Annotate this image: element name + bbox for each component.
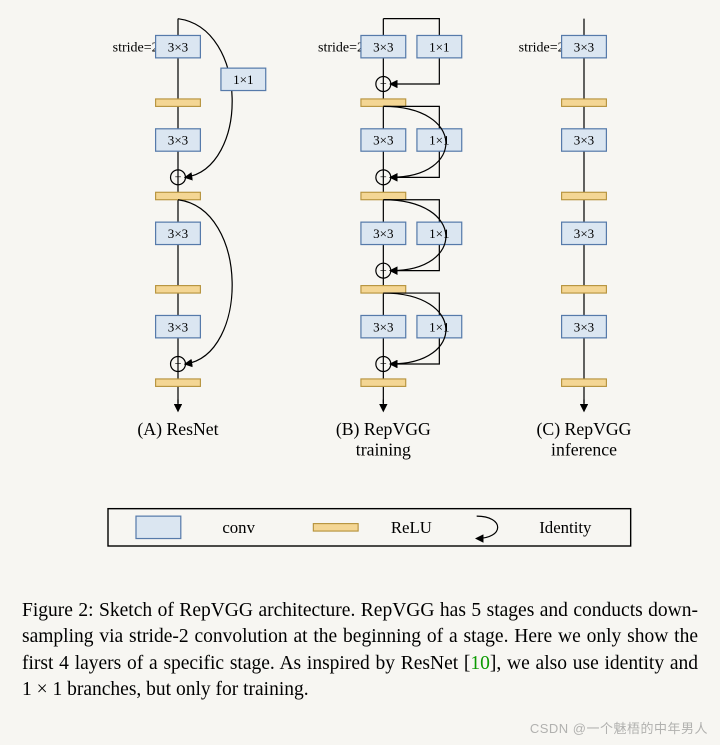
legend-conv-icon (136, 516, 181, 538)
conv-3x3-label: 3×3 (373, 319, 394, 334)
relu (156, 192, 201, 199)
watermark: CSDN @一个魅梧的中年男人 (530, 718, 708, 737)
conv-1x1-label: 1×1 (429, 226, 449, 241)
column-title: (A) ResNet (137, 419, 218, 439)
add-node-plus: + (380, 77, 387, 91)
page: stride=2 3×3 3×3 +3×3 3×3 +1×1 (A) ResNet strid… (0, 0, 720, 745)
relu (361, 99, 406, 106)
relu (156, 99, 201, 106)
conv-3x3-label: 3×3 (168, 319, 189, 334)
legend-conv-label: conv (222, 518, 255, 537)
column-title: training (356, 439, 411, 459)
stride-label: stride=2 (318, 40, 364, 55)
relu (361, 286, 406, 293)
column-title: (B) RepVGG (336, 419, 431, 439)
add-node-plus: + (175, 170, 182, 184)
relu (562, 286, 607, 293)
conv-3x3-label: 3×3 (373, 226, 394, 241)
add-node-plus: + (175, 357, 182, 371)
conv-3x3-label: 3×3 (373, 39, 394, 54)
legend-relu-icon (313, 524, 358, 531)
conv-3x3-label: 3×3 (168, 226, 189, 241)
conv-3x3-label: 3×3 (574, 133, 595, 148)
relu (562, 99, 607, 106)
relu (361, 192, 406, 199)
relu (156, 286, 201, 293)
relu (156, 379, 201, 386)
legend-relu-label: ReLU (391, 518, 432, 537)
add-node-plus: + (380, 170, 387, 184)
legend-identity-label: Identity (539, 518, 592, 537)
conv-3x3-label: 3×3 (168, 39, 189, 54)
architecture-diagram: stride=2 3×3 3×3 +3×3 3×3 +1×1 (A) ResNet strid… (0, 0, 720, 560)
column-title: inference (551, 439, 617, 459)
relu (562, 379, 607, 386)
column-title: (C) RepVGG (537, 419, 632, 439)
conv-3x3-label: 3×3 (574, 39, 595, 54)
conv-1x1-label: 1×1 (429, 133, 449, 148)
conv-1x1-label: 1×1 (429, 319, 449, 334)
conv-3x3-label: 3×3 (168, 133, 189, 148)
legend-identity-icon (477, 516, 498, 538)
conv-1x1-label: 1×1 (429, 39, 449, 54)
conv-3x3-label: 3×3 (574, 319, 595, 334)
relu (562, 192, 607, 199)
conv-3x3-label: 3×3 (574, 226, 595, 241)
conv-1x1-label: 1×1 (233, 72, 253, 87)
add-node-plus: + (380, 263, 387, 277)
figure-caption: Figure 2: Sketch of RepVGG architecture.… (22, 598, 698, 703)
conv-3x3-label: 3×3 (373, 133, 394, 148)
relu (361, 379, 406, 386)
citation-number: 10 (470, 653, 490, 674)
caption-label: Figure 2: (22, 600, 94, 621)
stride-label: stride=2 (519, 40, 565, 55)
add-node-plus: + (380, 357, 387, 371)
stride-label: stride=2 (113, 40, 159, 55)
